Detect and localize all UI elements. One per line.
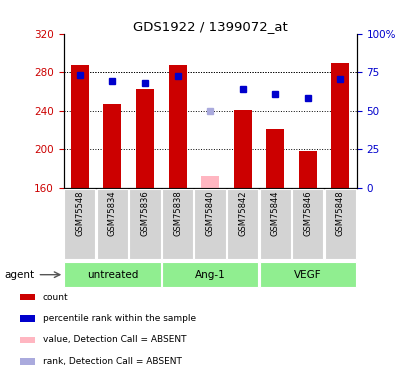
Bar (162, 262, 258, 287)
Text: GSM75844: GSM75844 (270, 190, 279, 236)
Text: count: count (43, 292, 68, 302)
Text: untreated: untreated (87, 270, 138, 280)
Bar (259, 262, 355, 287)
Text: VEGF: VEGF (293, 270, 321, 280)
Text: GSM75848: GSM75848 (335, 190, 344, 236)
Text: GSM75842: GSM75842 (238, 190, 247, 236)
Bar (324, 189, 355, 259)
Bar (103, 104, 121, 188)
Text: Ang-1: Ang-1 (194, 270, 225, 280)
Bar (136, 90, 153, 188)
Text: rank, Detection Call = ABSENT: rank, Detection Call = ABSENT (43, 357, 181, 366)
Bar (71, 66, 89, 188)
Bar (201, 176, 218, 188)
Bar (97, 189, 128, 259)
Bar (233, 110, 251, 188)
Bar (168, 66, 186, 188)
Bar (266, 129, 283, 188)
Bar (259, 189, 290, 259)
Text: GSM75834: GSM75834 (108, 190, 117, 236)
Text: agent: agent (4, 270, 34, 280)
Title: GDS1922 / 1399072_at: GDS1922 / 1399072_at (133, 20, 287, 33)
Bar (20, 294, 34, 300)
Bar (64, 189, 95, 259)
Bar (298, 151, 316, 188)
Text: GSM75846: GSM75846 (303, 190, 312, 236)
Bar (20, 315, 34, 322)
Text: GSM75548: GSM75548 (75, 190, 84, 236)
Text: value, Detection Call = ABSENT: value, Detection Call = ABSENT (43, 335, 186, 344)
Bar (330, 63, 348, 188)
Text: percentile rank within the sample: percentile rank within the sample (43, 314, 196, 323)
Text: GSM75838: GSM75838 (173, 190, 182, 236)
Bar (20, 358, 34, 364)
Bar (227, 189, 258, 259)
Bar (292, 189, 323, 259)
Bar (129, 189, 160, 259)
Bar (64, 262, 160, 287)
Text: GSM75840: GSM75840 (205, 190, 214, 236)
Text: GSM75836: GSM75836 (140, 190, 149, 236)
Bar (162, 189, 193, 259)
Bar (20, 337, 34, 343)
Bar (194, 189, 225, 259)
